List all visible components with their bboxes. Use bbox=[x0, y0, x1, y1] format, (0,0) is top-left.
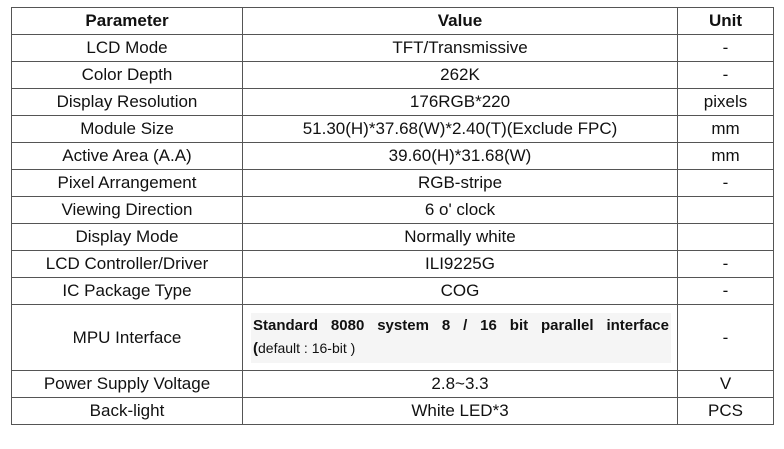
cell-unit: mm bbox=[677, 115, 774, 143]
table-row: LCD Controller/Driver ILI9225G - bbox=[11, 250, 774, 278]
table-row: Active Area (A.A) 39.60(H)*31.68(W) mm bbox=[11, 142, 774, 170]
cell-value: 51.30(H)*37.68(W)*2.40(T)(Exclude FPC) bbox=[242, 115, 678, 143]
header-unit: Unit bbox=[677, 7, 774, 35]
cell-value: 2.8~3.3 bbox=[242, 370, 678, 398]
cell-parameter: Module Size bbox=[11, 115, 243, 143]
table-row: Viewing Direction 6 o' clock bbox=[11, 196, 774, 224]
header-parameter: Parameter bbox=[11, 7, 243, 35]
cell-value: 176RGB*220 bbox=[242, 88, 678, 116]
cell-unit: V bbox=[677, 370, 774, 398]
table-row: Module Size 51.30(H)*37.68(W)*2.40(T)(Exc… bbox=[11, 115, 774, 143]
cell-unit bbox=[677, 223, 774, 251]
cell-unit: - bbox=[677, 304, 774, 371]
cell-unit: - bbox=[677, 250, 774, 278]
header-row: Parameter Value Unit bbox=[11, 7, 774, 35]
table-row: LCD Mode TFT/Transmissive - bbox=[11, 34, 774, 62]
cell-unit: - bbox=[677, 61, 774, 89]
cell-value: 39.60(H)*31.68(W) bbox=[242, 142, 678, 170]
cell-parameter: Display Resolution bbox=[11, 88, 243, 116]
cell-unit: PCS bbox=[677, 397, 774, 425]
table-row: Color Depth 262K - bbox=[11, 61, 774, 89]
cell-value: Standard 8080 system 8 / 16 bit parallel… bbox=[242, 304, 678, 371]
table-row: Back-light White LED*3 PCS bbox=[11, 397, 774, 425]
table-row: Pixel Arrangement RGB-stripe - bbox=[11, 169, 774, 197]
cell-parameter: Back-light bbox=[11, 397, 243, 425]
cell-parameter: Color Depth bbox=[11, 61, 243, 89]
cell-value: TFT/Transmissive bbox=[242, 34, 678, 62]
table-row: IC Package Type COG - bbox=[11, 277, 774, 305]
cell-value: 6 o' clock bbox=[242, 196, 678, 224]
cell-unit: pixels bbox=[677, 88, 774, 116]
cell-value: COG bbox=[242, 277, 678, 305]
cell-unit: mm bbox=[677, 142, 774, 170]
mpu-value-line1: Standard 8080 system 8 / 16 bit parallel… bbox=[253, 316, 669, 334]
table-row: Display Mode Normally white bbox=[11, 223, 774, 251]
cell-unit: - bbox=[677, 277, 774, 305]
cell-parameter: IC Package Type bbox=[11, 277, 243, 305]
header-value: Value bbox=[242, 7, 678, 35]
mpu-paren: ( bbox=[253, 339, 258, 357]
cell-value: 262K bbox=[242, 61, 678, 89]
cell-parameter: Power Supply Voltage bbox=[11, 370, 243, 398]
cell-parameter: MPU Interface bbox=[11, 304, 243, 371]
cell-parameter: LCD Controller/Driver bbox=[11, 250, 243, 278]
cell-parameter: LCD Mode bbox=[11, 34, 243, 62]
cell-parameter: Display Mode bbox=[11, 223, 243, 251]
cell-value: White LED*3 bbox=[242, 397, 678, 425]
cell-value: ILI9225G bbox=[242, 250, 678, 278]
table-row-mpu-interface: MPU Interface Standard 8080 system 8 / 1… bbox=[11, 304, 774, 371]
table-row: Power Supply Voltage 2.8~3.3 V bbox=[11, 370, 774, 398]
table-row: Display Resolution 176RGB*220 pixels bbox=[11, 88, 774, 116]
cell-unit: - bbox=[677, 34, 774, 62]
cell-value: RGB-stripe bbox=[242, 169, 678, 197]
cell-unit bbox=[677, 196, 774, 224]
cell-parameter: Pixel Arrangement bbox=[11, 169, 243, 197]
mpu-value-line2: default : 16-bit ) bbox=[258, 339, 356, 356]
cell-value: Normally white bbox=[242, 223, 678, 251]
cell-unit: - bbox=[677, 169, 774, 197]
cell-parameter: Viewing Direction bbox=[11, 196, 243, 224]
cell-parameter: Active Area (A.A) bbox=[11, 142, 243, 170]
specification-table: Parameter Value Unit LCD Mode TFT/Transmi… bbox=[11, 7, 774, 425]
